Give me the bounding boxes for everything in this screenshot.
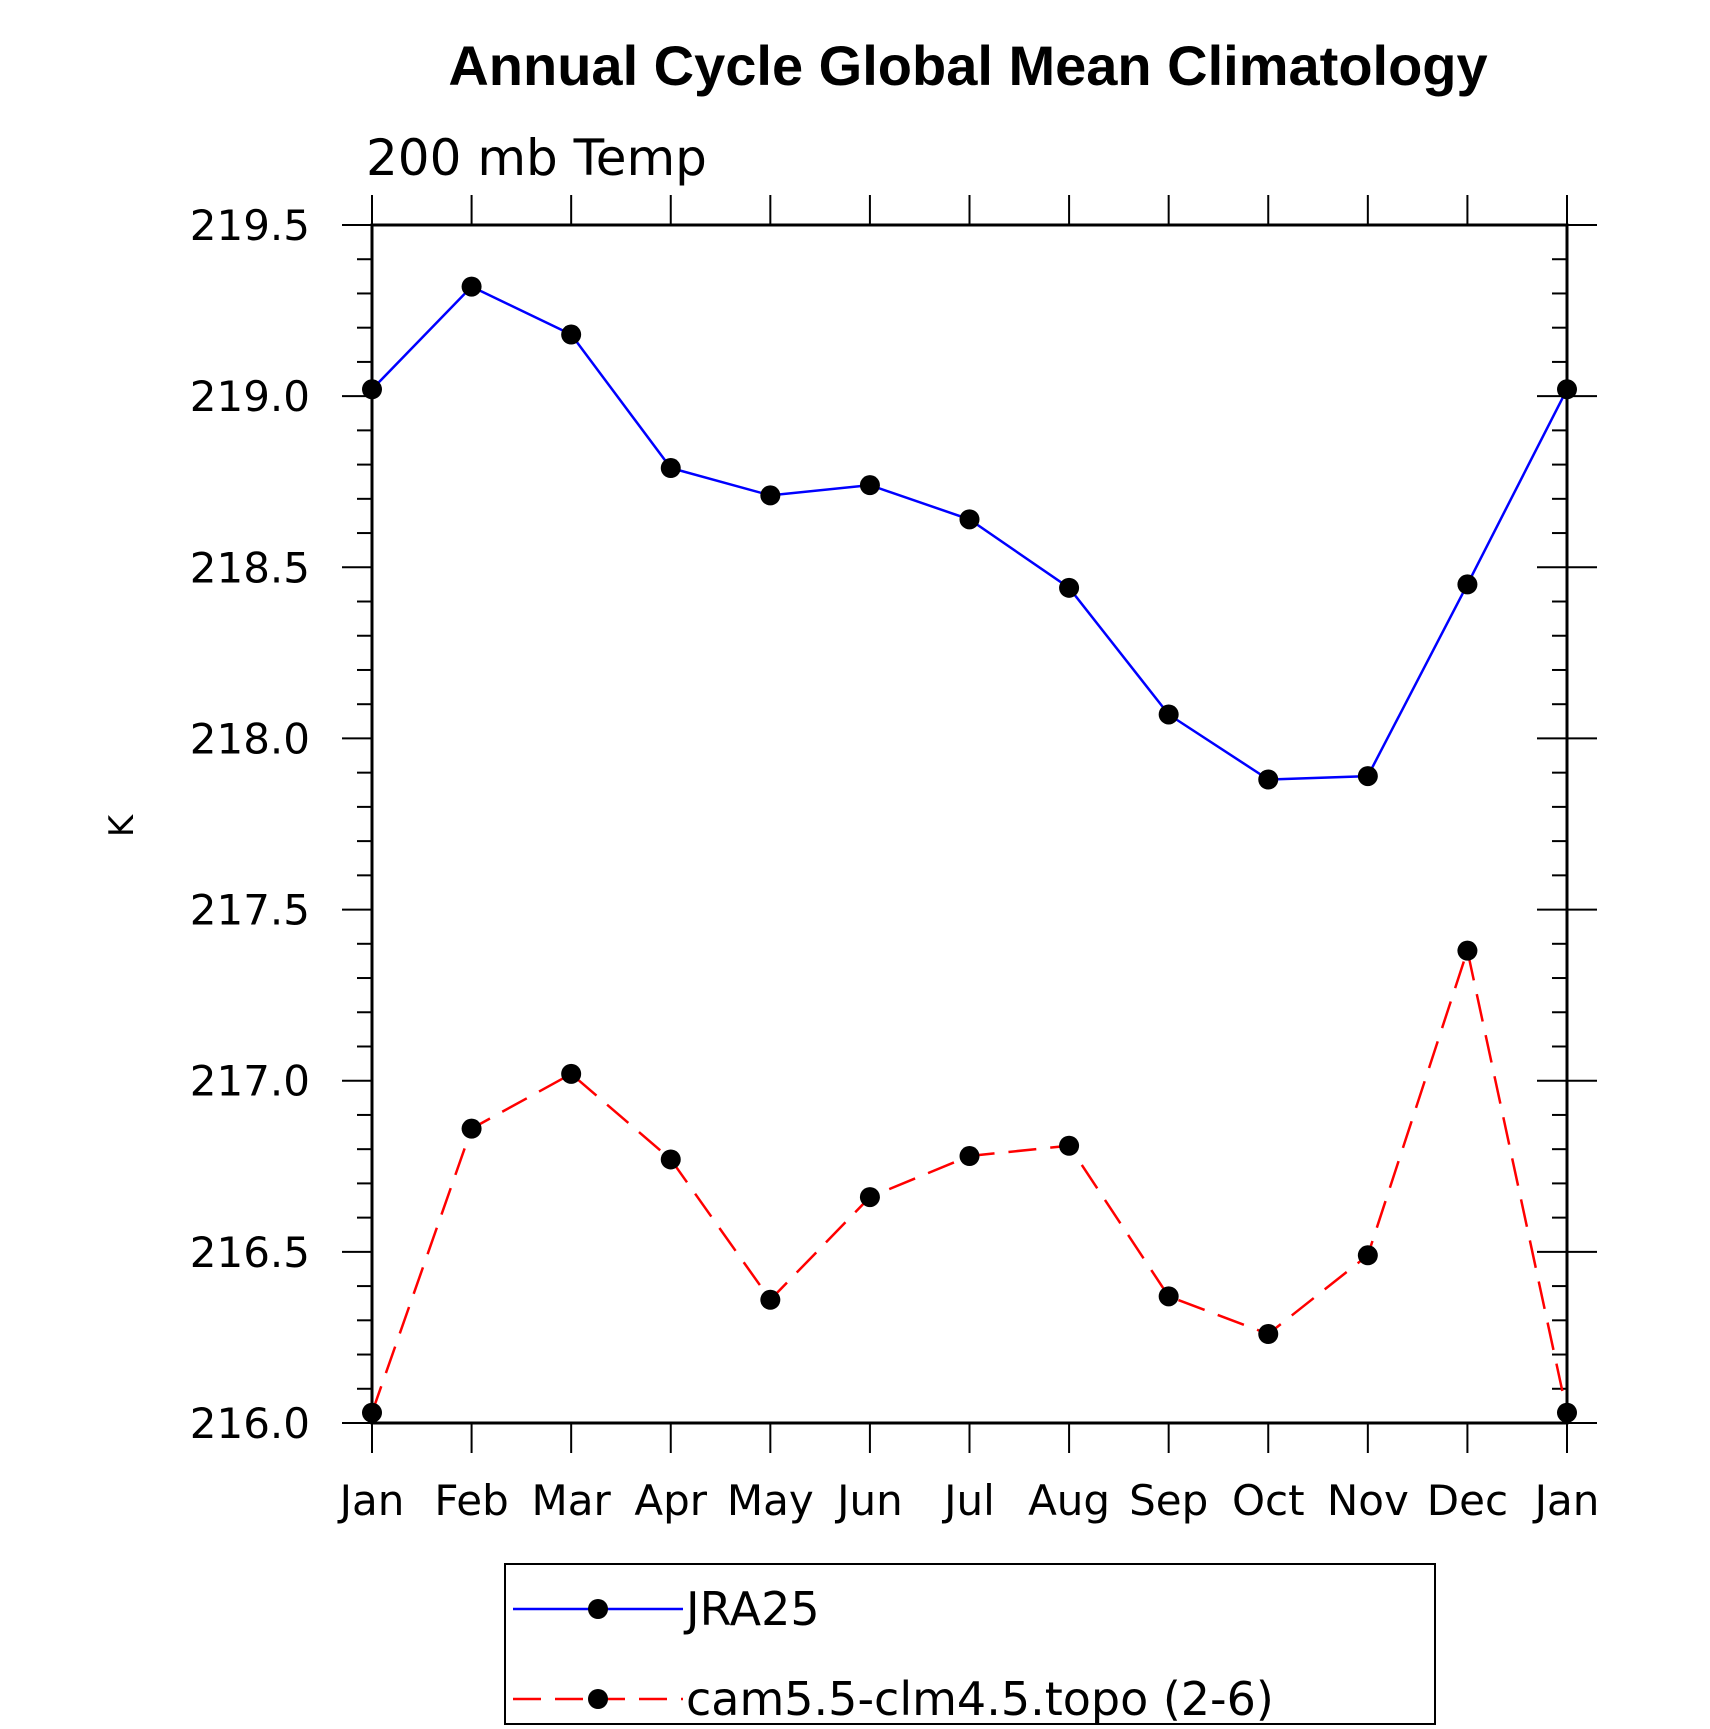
series-1-point xyxy=(561,324,582,345)
legend: JRA25 cam5.5-clm4.5.topo (2-6) xyxy=(504,1563,1436,1726)
y-tick-label: 218.0 xyxy=(190,714,310,763)
series-2-point xyxy=(561,1063,582,1084)
series-2-point xyxy=(1059,1135,1080,1156)
y-tick-label: 217.5 xyxy=(190,886,310,935)
y-tick-label: 218.5 xyxy=(190,543,310,592)
legend-box xyxy=(504,1563,1436,1725)
plot-area xyxy=(362,276,1577,1423)
series-2-point xyxy=(1357,1245,1378,1266)
series-2-point xyxy=(760,1289,781,1310)
y-tick-label: 216.0 xyxy=(190,1399,310,1448)
x-tick-label: Apr xyxy=(634,1476,707,1525)
series-1-point xyxy=(1158,704,1179,725)
legend-label: cam5.5-clm4.5.topo (2-6) xyxy=(686,1672,1274,1726)
x-tick-label: Jan xyxy=(1532,1476,1600,1525)
chart-subtitle: 200 mb Temp xyxy=(366,129,707,187)
series-1-point xyxy=(959,509,980,530)
series-1-point xyxy=(362,379,382,400)
x-tick-label: Oct xyxy=(1232,1476,1305,1525)
plot-frame xyxy=(370,223,1569,1425)
series-2-point xyxy=(362,1402,382,1423)
legend-swatch-marker xyxy=(588,1689,608,1709)
x-tick-label: Jan xyxy=(337,1476,405,1525)
series-1-point xyxy=(1557,379,1577,400)
x-tick-label: Feb xyxy=(434,1476,508,1525)
x-tick-label: Jun xyxy=(834,1476,903,1525)
y-tick-label: 219.0 xyxy=(190,372,310,421)
series-line-2 xyxy=(370,945,1569,1414)
x-tick-label: Mar xyxy=(532,1476,612,1525)
x-tick-label: Dec xyxy=(1427,1476,1508,1525)
x-tick-label: Jul xyxy=(941,1476,995,1525)
series-1-point xyxy=(859,475,880,496)
series-1-point xyxy=(660,458,681,479)
series-2-point xyxy=(660,1149,681,1170)
series-1-point xyxy=(1059,577,1080,598)
x-tick-label: Nov xyxy=(1327,1476,1409,1525)
series-1-point xyxy=(1357,766,1378,787)
y-tick-label: 219.5 xyxy=(190,201,310,250)
legend-swatch-marker xyxy=(588,1599,608,1619)
chart-title: Annual Cycle Global Mean Climatology xyxy=(448,34,1487,97)
series-1-point xyxy=(1258,769,1279,790)
series-1-point xyxy=(461,276,482,297)
x-tick-label: Aug xyxy=(1028,1476,1110,1525)
series-1-point xyxy=(760,485,781,506)
axes: 216.0 216.5 217.0 217.5 218.0 218.5 219.0 219.5… xyxy=(190,195,1600,1525)
series-2-point xyxy=(1258,1324,1279,1345)
y-tick-label: 216.5 xyxy=(190,1228,310,1277)
series-2-point xyxy=(1557,1402,1577,1423)
y-axis-label: K xyxy=(102,813,142,837)
series-2-point xyxy=(461,1118,482,1139)
series-2-point xyxy=(1457,940,1478,961)
y-tick-label: 217.0 xyxy=(190,1057,310,1106)
series-2-point xyxy=(959,1146,980,1167)
x-tick-label: Sep xyxy=(1129,1476,1208,1525)
legend-label: JRA25 xyxy=(683,1582,820,1636)
series-1-point xyxy=(1457,574,1478,595)
series-2-point xyxy=(1158,1286,1179,1307)
series-2-point xyxy=(859,1187,880,1208)
series-line-1 xyxy=(371,285,1569,781)
x-tick-label: May xyxy=(727,1476,814,1525)
